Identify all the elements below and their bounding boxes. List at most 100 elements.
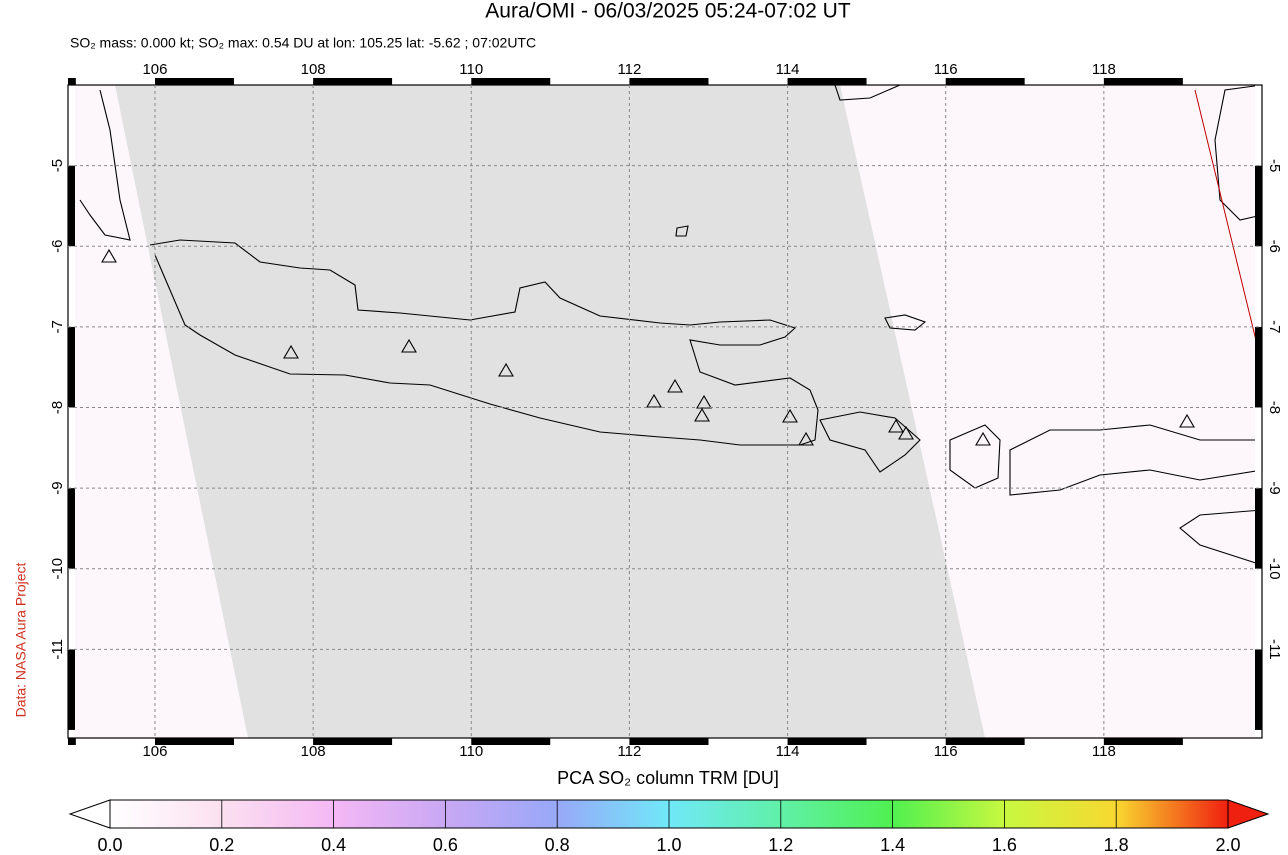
x-tick-label: 110 [459,743,483,760]
frame-strip [1255,407,1262,489]
frame-strip [68,488,75,569]
frame-strip [787,738,867,745]
frame-strip [68,568,75,650]
x-tick-label: 114 [776,743,800,760]
x-tick-label: 112 [617,743,641,760]
y-tick-label: -9 [1266,481,1283,494]
y-tick-label: -8 [1266,401,1283,414]
subtitle: SO₂ mass: 0.000 kt; SO₂ max: 0.54 DU at … [70,35,536,51]
colorbar-tick-label: 1.4 [880,835,905,855]
x-tick-label: 116 [934,61,958,78]
frame-strip [708,78,788,85]
colorbar-tick-label: 1.8 [1104,835,1129,855]
frame-strip [1255,488,1262,569]
orbit-line [1194,89,1263,366]
swath-gap [115,85,985,738]
frame-strip [629,738,709,745]
colorbar-tick-label: 1.6 [992,835,1017,855]
map-border [67,84,1263,739]
frame-strip [1182,78,1262,85]
frame-strip [392,78,472,85]
frame-strip [1103,738,1183,745]
y-tick-label: -6 [49,240,66,253]
x-tick-label: 118 [1092,743,1116,760]
colorbar: PCA SO₂ column TRM [DU] 0.0 0.2 0.4 0.6 0.8 1… [68,768,1270,855]
frame-strip [866,78,946,85]
y-tick-label: -7 [1266,320,1283,333]
frame-strip [471,78,551,85]
frame-strip [945,738,1025,745]
y-tick-label: -7 [49,320,66,333]
y-tick-label: -9 [49,481,66,494]
frame-strip [866,738,946,745]
frame-strip [1024,738,1104,745]
x-tick-label: 108 [301,743,326,760]
colorbar-tick-label: 0.4 [321,835,346,855]
y-tick-label: -11 [49,639,66,660]
colorbar-tick-label: 0.6 [433,835,458,855]
frame-strip [945,78,1025,85]
frame-strip [550,738,630,745]
frame-strip [75,738,155,745]
x-tick-label: 116 [934,743,958,760]
frame-strip [1024,78,1104,85]
frame-strip [1255,85,1262,166]
frame-strip [708,738,788,745]
frame-strip [1103,78,1183,85]
colorbar-tick-label: 0.2 [209,835,234,855]
x-tick-label: 106 [142,61,167,78]
frame-strip [629,78,709,85]
frame-strip [1255,568,1262,650]
y-tick-label: -10 [49,558,66,580]
frame-strip [75,78,155,85]
map-area [68,84,1263,738]
frame-strip [154,78,235,85]
map-frame: 106 106 108 108 110 110 112 112 114 114 116 116 118 1… [49,61,1283,760]
frame-strip [68,729,75,738]
frame-strip [68,85,75,166]
credit: Data: NASA Aura Project [13,562,29,717]
frame-strip [234,738,314,745]
x-tick-label: 112 [617,61,641,78]
frame-strip [68,246,75,327]
colorbar-tick-label: 2.0 [1215,835,1240,855]
colorbar-tick-label: 1.0 [656,835,681,855]
frame-strip [234,78,314,85]
frame-strip [68,738,76,745]
x-tick-label: 114 [776,61,800,78]
y-tick-label: -5 [1266,159,1283,172]
volcanoes [101,248,1195,446]
frame-strip [313,78,393,85]
colorbar-label: PCA SO₂ column TRM [DU] [557,768,779,788]
frame-strip [1255,326,1262,408]
frame-strip [1255,649,1262,730]
frame-strip [1255,165,1262,247]
frame-strip [68,165,75,247]
frame-strip [1255,729,1262,738]
frame-strip [550,78,630,85]
x-tick-label: 110 [459,61,483,78]
frame-strip [154,738,235,745]
frame-strip [392,738,472,745]
colorbar-tick-label: 1.2 [768,835,793,855]
frame-strip [471,738,551,745]
x-tick-label: 106 [142,743,167,760]
frame-strip [68,78,76,85]
y-tick-label: -6 [1266,240,1283,253]
frame-strip [1182,738,1262,745]
frame-strip [68,407,75,489]
x-tick-label: 108 [301,61,326,78]
colorbar-tick-label: 0.0 [97,835,122,855]
colorbar-arrow-low [68,799,111,829]
frame-strip [787,78,867,85]
frame-strip [1255,246,1262,327]
title: Aura/OMI - 06/03/2025 05:24-07:02 UT [485,0,851,23]
coastlines [79,84,1263,566]
y-tick-label: -5 [49,159,66,172]
frame-strip [68,649,75,730]
colorbar-arrow-high [1227,799,1270,829]
x-tick-label: 118 [1092,61,1116,78]
frame-strip [313,738,393,745]
y-tick-label: -11 [1266,639,1283,660]
